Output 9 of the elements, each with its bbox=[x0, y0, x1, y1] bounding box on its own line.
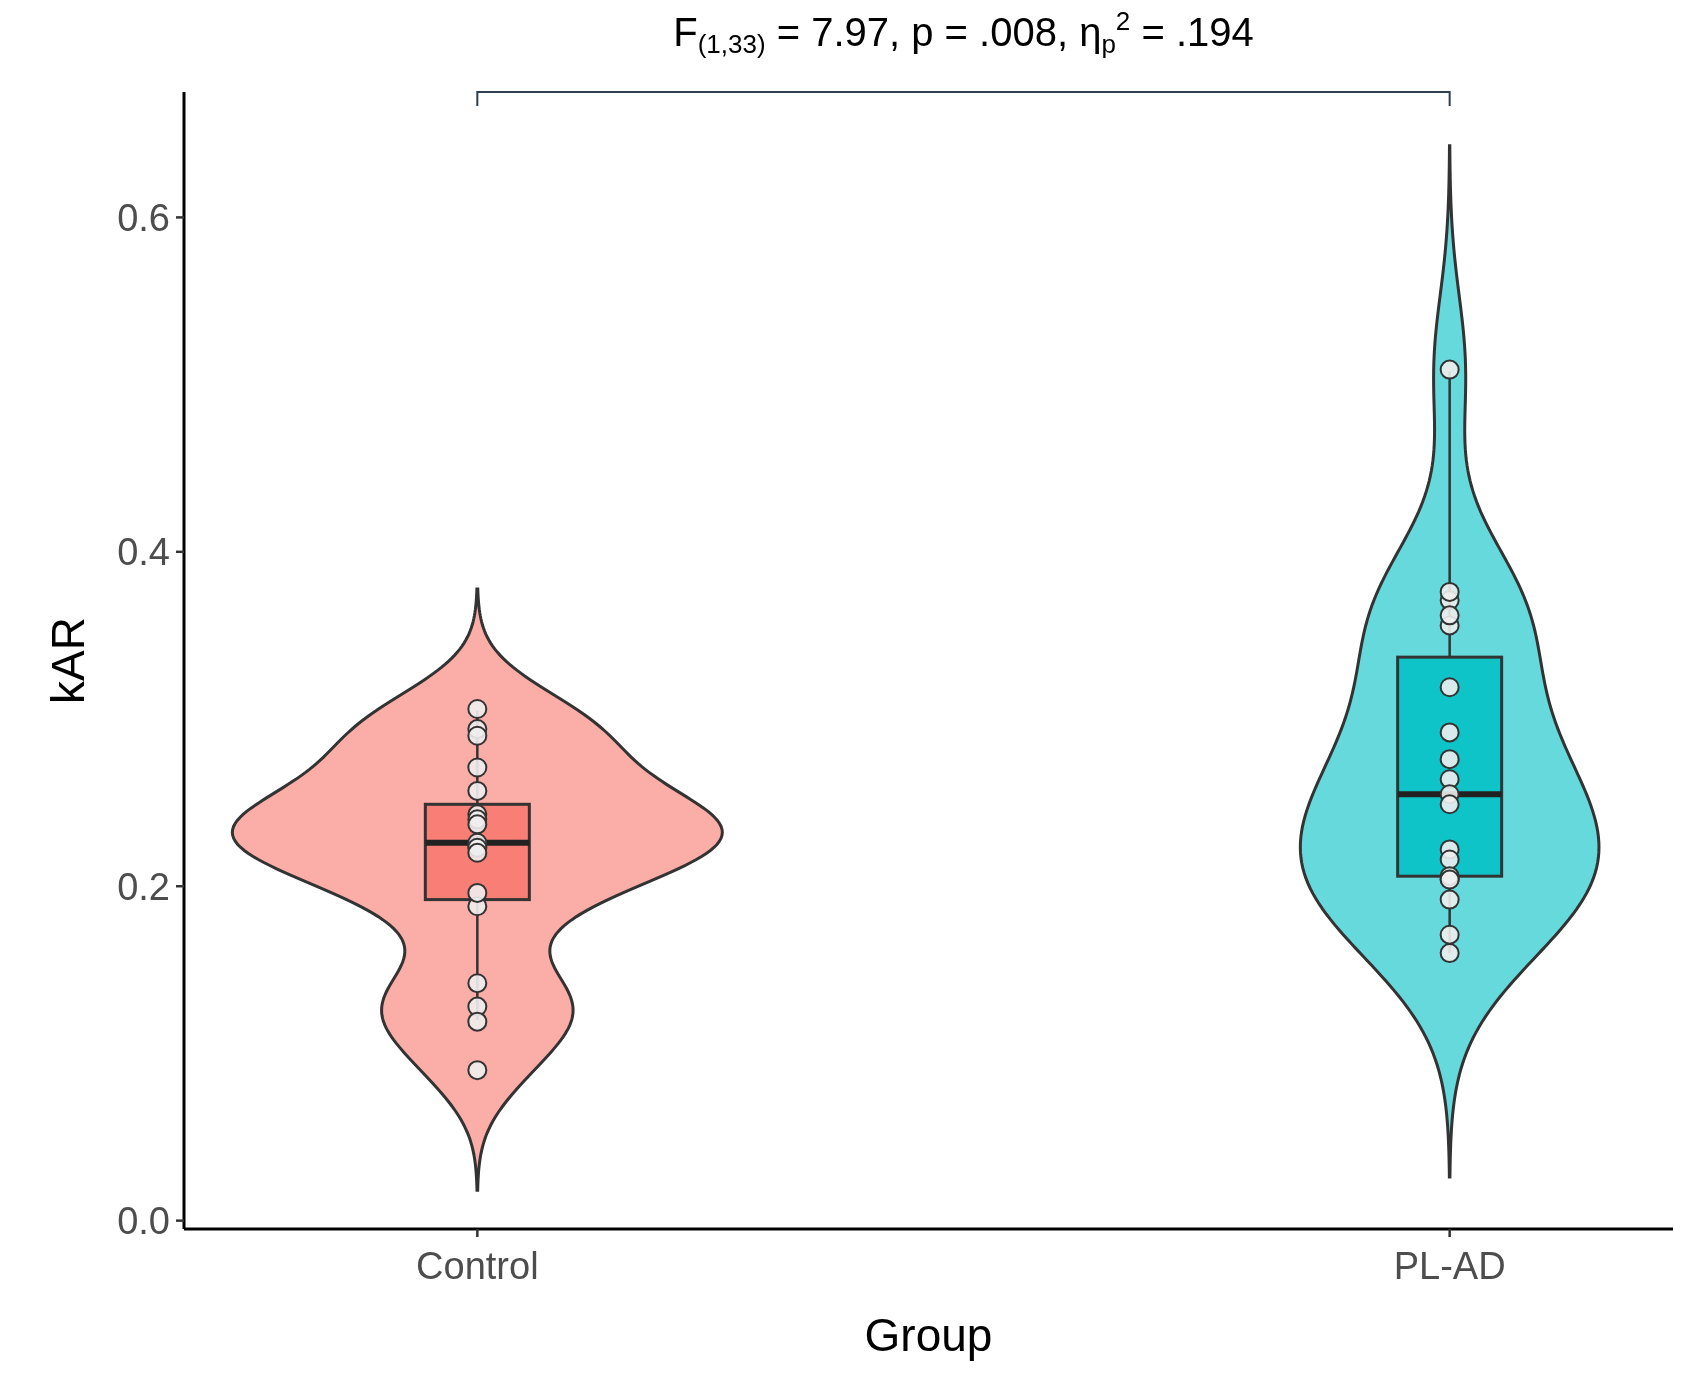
y-tick-label: 0.6 bbox=[117, 196, 170, 239]
y-axis-title: kAR bbox=[42, 617, 94, 704]
y-tick-label: 0.2 bbox=[117, 865, 170, 908]
y-tick-label: 0.0 bbox=[117, 1199, 170, 1242]
text: F$_{(1,33)}$ = 7.97, p = .008, η$_{p}$$^{2}$ = .194 bbox=[673, 6, 1254, 59]
x-tick-label: PL-AD bbox=[1393, 1245, 1506, 1287]
x-tick-label: Control bbox=[416, 1245, 539, 1287]
x-axis-title: Group bbox=[864, 1309, 993, 1361]
y-tick-label: 0.4 bbox=[117, 531, 170, 574]
